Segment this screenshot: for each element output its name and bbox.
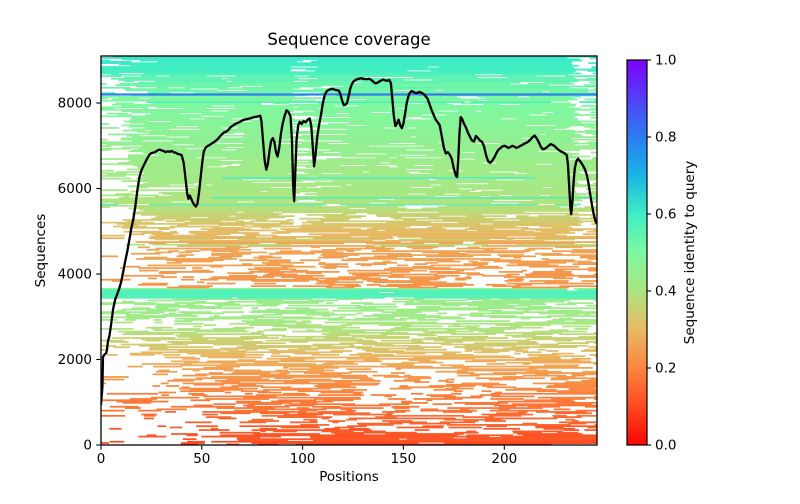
colorbar: 0.0 0.2 0.4 0.6 0.8 1.0: [627, 53, 676, 454]
y-axis-ticks: 0 2000 4000 6000 8000: [58, 96, 101, 454]
x-tick-label: 0: [97, 451, 106, 467]
colorbar-ticks: 0.0 0.2 0.4 0.6 0.8 1.0: [647, 53, 676, 454]
x-axis-label: Positions: [319, 469, 379, 485]
colorbar-tick-label: 0.6: [655, 207, 676, 223]
y-tick-label: 8000: [58, 96, 92, 112]
y-tick-label: 2000: [58, 352, 92, 368]
colorbar-tick-label: 0.2: [655, 361, 676, 377]
colorbar-tick-label: 0.4: [655, 284, 676, 300]
colorbar-tick-label: 1.0: [655, 53, 676, 69]
y-axis-label: Sequences: [33, 214, 49, 288]
x-tick-label: 150: [391, 451, 417, 467]
y-tick-label: 6000: [58, 181, 92, 197]
x-tick-label: 200: [491, 451, 517, 467]
y-tick-label: 4000: [58, 267, 92, 283]
chart-title: Sequence coverage: [267, 30, 430, 49]
x-tick-label: 100: [290, 451, 316, 467]
colorbar-tick-label: 0.8: [655, 130, 676, 146]
colorbar-tick-label: 0.0: [655, 438, 676, 454]
colorbar-label: Sequence identity to query: [682, 161, 698, 345]
msa-heatmap: [101, 56, 597, 445]
y-tick-label: 0: [83, 438, 92, 454]
x-tick-label: 50: [193, 451, 210, 467]
colorbar-gradient: [627, 60, 647, 445]
x-axis-ticks: 0 50 100 150 200: [97, 446, 517, 467]
